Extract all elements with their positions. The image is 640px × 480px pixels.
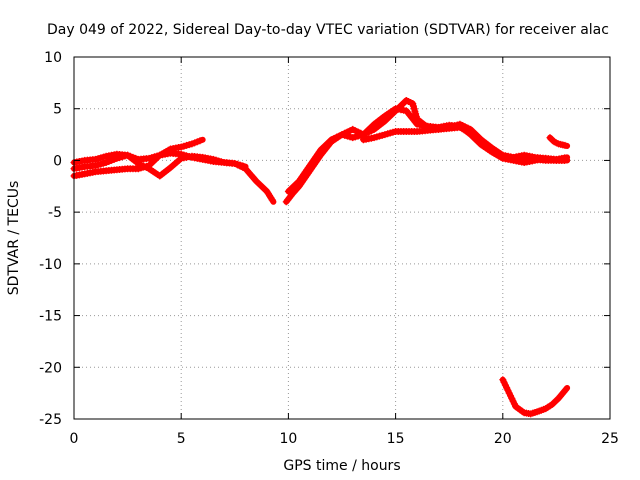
data-marks (70, 96, 571, 418)
y-tick-label: 10 (44, 50, 62, 66)
y-tick-label: -5 (48, 205, 62, 221)
data-point (560, 156, 568, 164)
y-tick-label: -10 (39, 257, 62, 273)
axis-ticks: 0 5 10 15 20 25 -25 -20 -15 -10 -5 0 5 10 (39, 50, 619, 447)
y-tick-label: -15 (39, 309, 62, 325)
series-track-f (359, 123, 571, 164)
data-point (196, 137, 204, 145)
y-tick-label: 5 (53, 102, 62, 118)
data-point (239, 162, 247, 170)
series-track-h (546, 134, 571, 149)
y-tick-label: -25 (39, 412, 62, 428)
grid-lines (74, 57, 610, 419)
x-tick-label: 25 (601, 431, 619, 447)
y-tick-label: -20 (39, 360, 62, 376)
x-tick-label: 15 (387, 431, 405, 447)
series-track-c (70, 151, 249, 180)
x-tick-label: 0 (70, 431, 79, 447)
series-track-e (284, 96, 571, 195)
y-tick-label: 0 (53, 153, 62, 169)
x-tick-label: 10 (279, 431, 297, 447)
y-axis-label: SDTVAR / TECUs (6, 181, 22, 296)
data-point (561, 141, 569, 149)
plot-frame (73, 56, 611, 420)
x-tick-label: 20 (494, 431, 512, 447)
data-point (561, 386, 569, 394)
series-track-g (499, 376, 571, 418)
data-point (268, 196, 276, 204)
x-tick-label: 5 (177, 431, 186, 447)
chart-title: Day 049 of 2022, Sidereal Day-to-day VTE… (47, 22, 609, 38)
x-axis-label: GPS time / hours (283, 458, 400, 474)
series-track-a (70, 149, 277, 205)
